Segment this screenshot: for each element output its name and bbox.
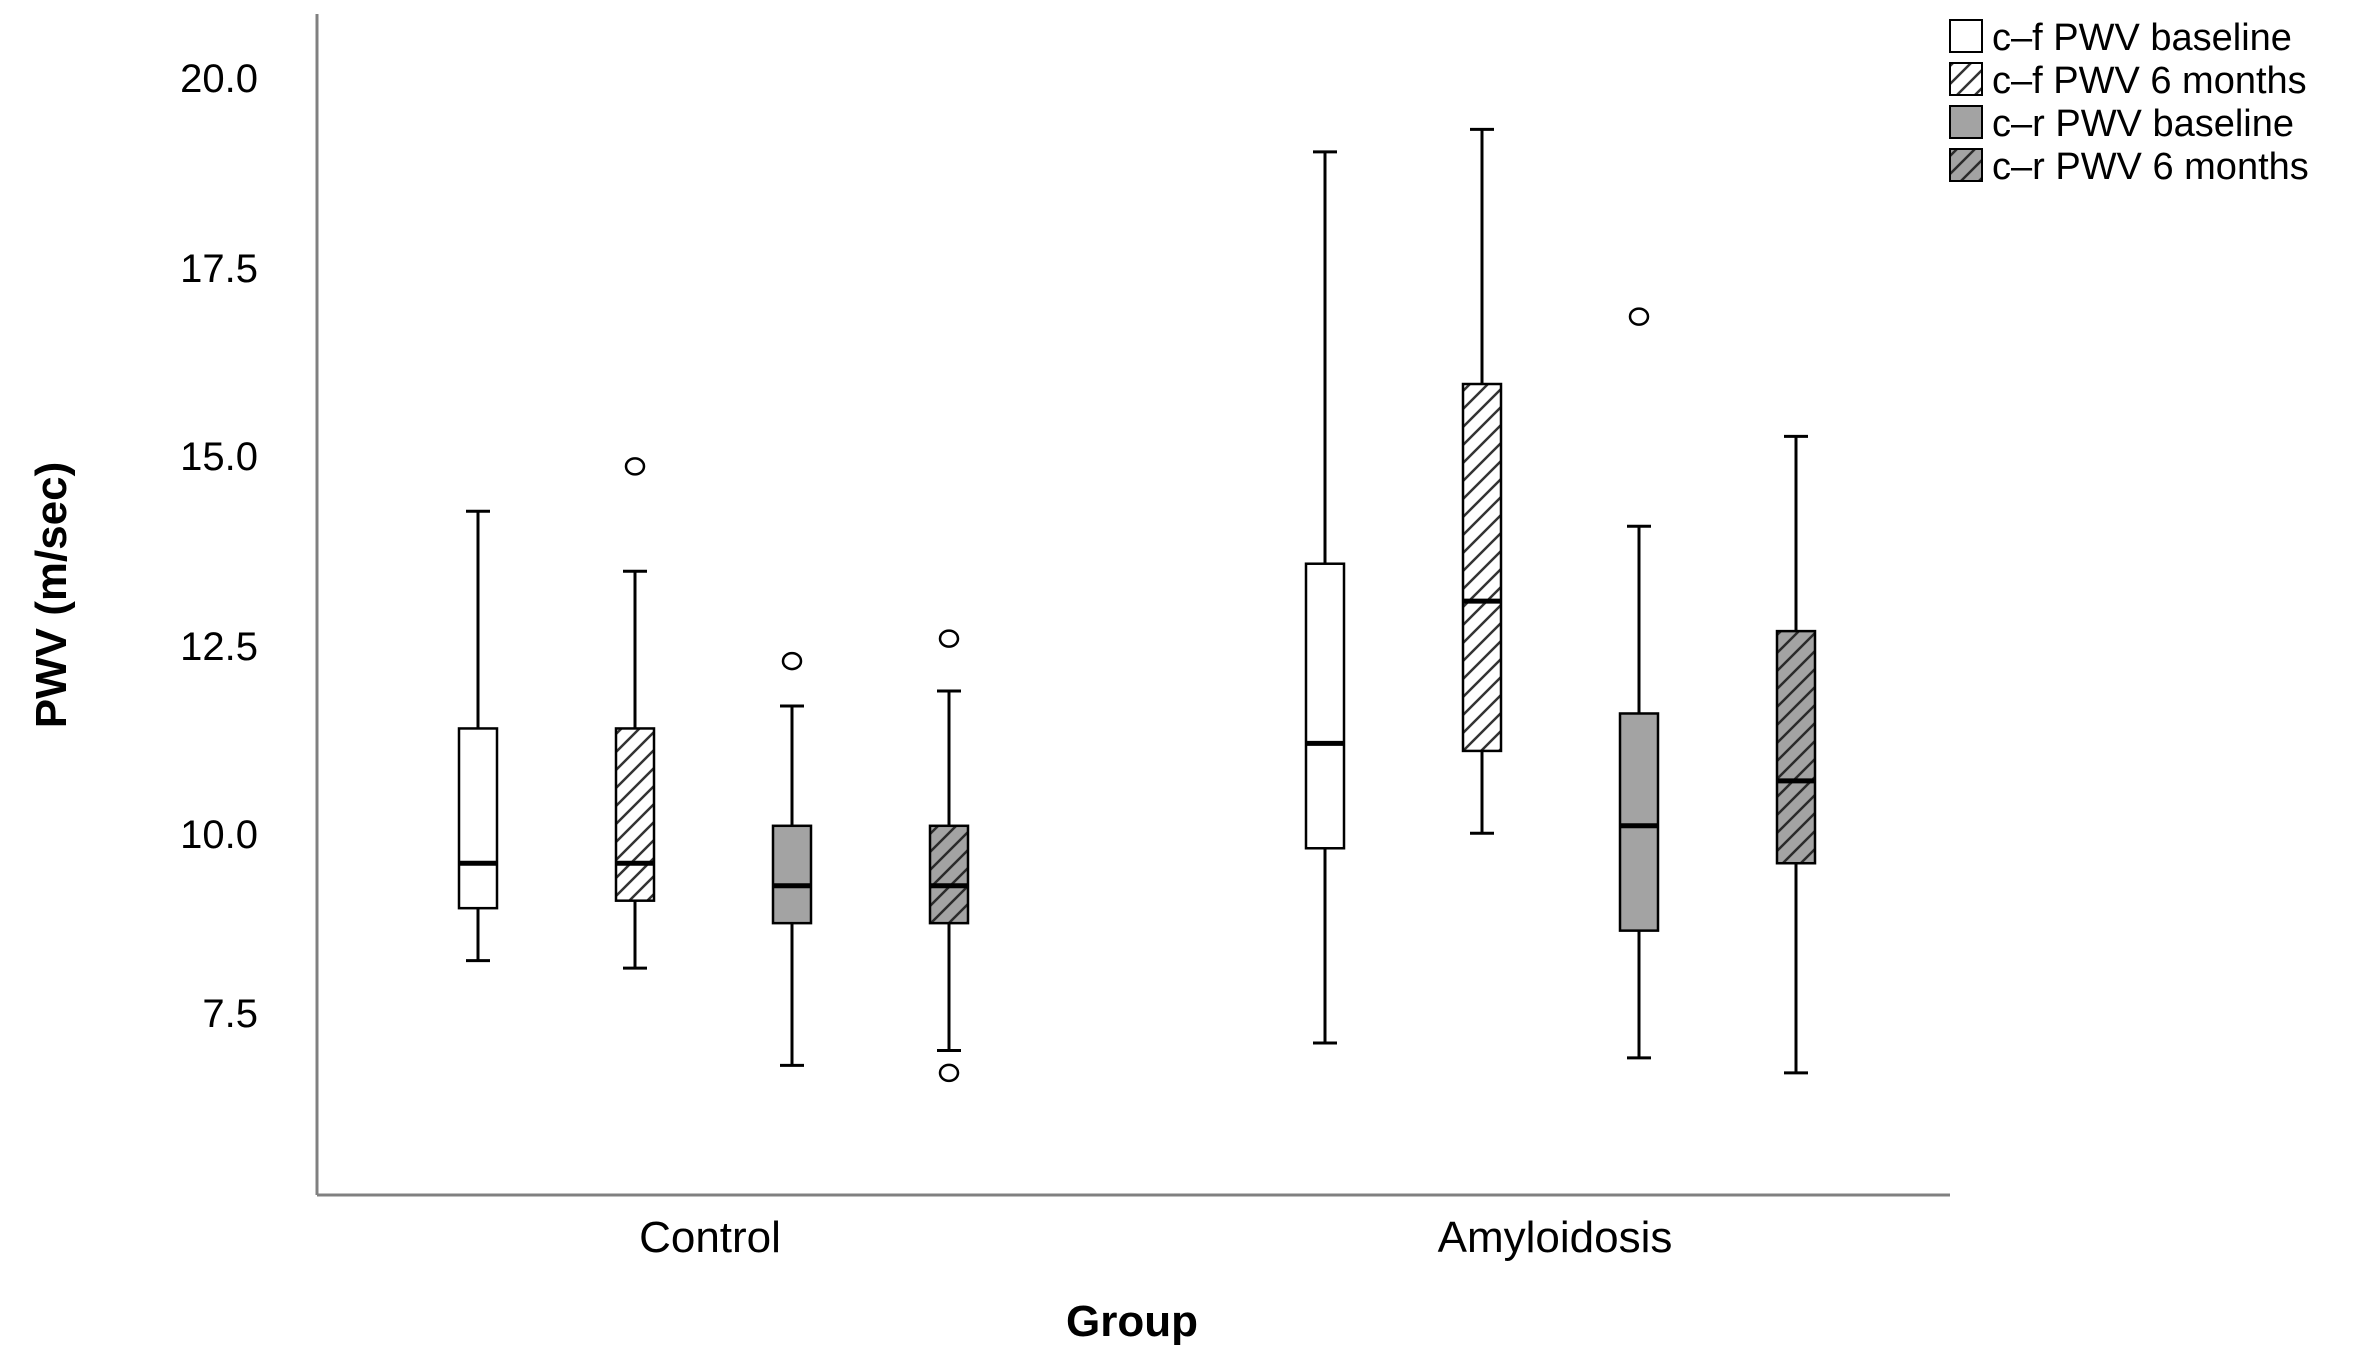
outlier-point — [938, 1063, 960, 1083]
box-iqr — [457, 727, 499, 910]
outlier-point — [624, 457, 646, 476]
legend-swatch — [1949, 105, 1983, 139]
box-iqr — [1304, 562, 1346, 850]
y-tick-label: 17.5 — [180, 247, 258, 291]
legend-swatch — [1949, 148, 1983, 182]
y-tick-labels: 7.5 10.0 12.5 15.0 17.5 20.0 — [180, 57, 258, 1036]
outlier-point — [938, 629, 960, 648]
x-category-label-control: Control — [639, 1213, 781, 1262]
box-iqr — [1775, 629, 1817, 865]
legend-label: c–r PWV baseline — [1992, 103, 2294, 145]
y-tick-label: 12.5 — [180, 625, 258, 669]
legend-label: c–f PWV 6 months — [1992, 60, 2307, 102]
box-iqr — [771, 824, 813, 925]
legend-item: c–f PWV baseline — [1949, 17, 2292, 59]
box-iqr — [614, 727, 656, 902]
y-axis-title: PWV (m/sec) — [27, 462, 76, 729]
x-axis-title: Group — [1066, 1297, 1198, 1346]
legend-label: c–r PWV 6 months — [1992, 146, 2309, 188]
box-groups — [457, 127, 1817, 1083]
outlier-point — [1628, 307, 1650, 326]
y-tick-label: 15.0 — [180, 435, 258, 479]
box-iqr — [1461, 382, 1503, 753]
y-tick-label: 7.5 — [202, 992, 258, 1036]
legend-item: c–r PWV baseline — [1949, 103, 2294, 145]
legend-item: c–f PWV 6 months — [1949, 60, 2307, 102]
legend-swatch — [1949, 19, 1983, 53]
legend-item: c–r PWV 6 months — [1949, 146, 2309, 188]
legend-swatch — [1949, 62, 1983, 96]
box-iqr — [1618, 712, 1660, 932]
y-tick-label: 20.0 — [180, 57, 258, 101]
x-category-label-amyloidosis: Amyloidosis — [1438, 1213, 1673, 1262]
box-iqr — [928, 824, 970, 925]
y-tick-label: 10.0 — [180, 813, 258, 857]
outlier-point — [781, 651, 803, 671]
legend: c–f PWV baseline c–f PWV 6 months c–r PW… — [1949, 17, 2309, 188]
legend-label: c–f PWV baseline — [1992, 17, 2292, 59]
